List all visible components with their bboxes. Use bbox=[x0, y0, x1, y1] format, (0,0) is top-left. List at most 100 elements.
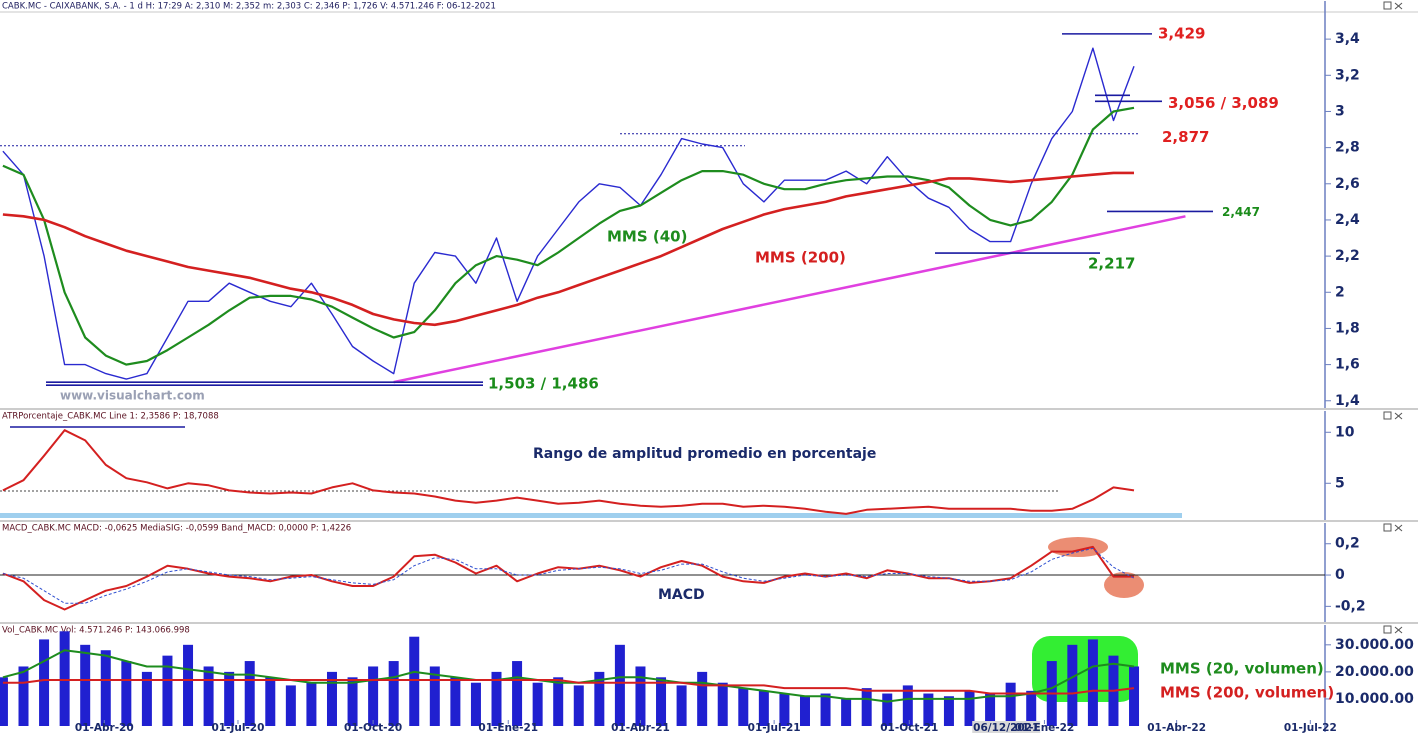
x-tick-label: 01-Jul-20 bbox=[212, 722, 265, 733]
level-label: 3,429 bbox=[1158, 24, 1205, 42]
x-tick-label: 01-Jul-21 bbox=[748, 722, 801, 733]
x-tick-label: 01-Oct-20 bbox=[344, 722, 402, 733]
y-tick-label: 5 bbox=[1335, 475, 1345, 491]
bar bbox=[429, 666, 440, 726]
bar bbox=[450, 677, 461, 726]
y-tick-label: -0,2 bbox=[1335, 598, 1366, 614]
level-label: 2,447 bbox=[1222, 205, 1260, 219]
level-label: 2,217 bbox=[1088, 255, 1135, 273]
bar bbox=[841, 698, 852, 726]
y-tick-label: 20.000.00 bbox=[1335, 664, 1414, 680]
bar bbox=[1129, 666, 1140, 726]
bar bbox=[18, 666, 29, 726]
panel-title: MACD_CABK.MC MACD: -0,0625 MediaSIG: -0,… bbox=[2, 524, 351, 534]
bar bbox=[943, 696, 954, 726]
series-line bbox=[2, 649, 1135, 703]
bar bbox=[758, 690, 769, 726]
bar bbox=[368, 666, 379, 726]
window-button bbox=[1394, 524, 1403, 532]
y-tick-label: 3,4 bbox=[1335, 31, 1360, 47]
bar bbox=[799, 696, 810, 726]
x-tick-label: 01-Abr-22 bbox=[1147, 722, 1206, 733]
annotation: www.visualchart.com bbox=[60, 389, 205, 403]
y-tick-label: 3 bbox=[1335, 103, 1345, 119]
bar bbox=[121, 661, 132, 726]
bar bbox=[183, 644, 194, 726]
y-tick-label: 0 bbox=[1335, 567, 1345, 583]
annotation: Rango de amplitud promedio en porcentaje bbox=[533, 446, 876, 462]
bar bbox=[656, 677, 667, 726]
bar bbox=[141, 671, 152, 726]
bar bbox=[512, 661, 523, 726]
series-label: MMS (200) bbox=[755, 249, 846, 267]
series-line bbox=[2, 171, 1134, 327]
bar bbox=[882, 693, 893, 726]
panel-title: CABK.MC - CAIXABANK, S.A. - 1 d H: 17:29… bbox=[2, 2, 496, 12]
bar bbox=[717, 682, 728, 726]
bar bbox=[697, 671, 708, 726]
y-tick-label: 2,4 bbox=[1335, 212, 1360, 228]
window-button bbox=[1394, 412, 1403, 420]
y-tick-label: 10 bbox=[1335, 424, 1355, 440]
bar bbox=[59, 631, 70, 726]
bar bbox=[265, 677, 276, 726]
bar bbox=[738, 688, 749, 726]
macd-highlight bbox=[1104, 572, 1144, 598]
x-tick-label: 01-Abr-20 bbox=[75, 722, 134, 733]
bar bbox=[1005, 682, 1016, 726]
panel-title: Vol_CABK.MC Vol: 4.571.246 P: 143.066.99… bbox=[2, 626, 190, 636]
bar bbox=[224, 671, 235, 726]
level-label: 2,877 bbox=[1162, 128, 1209, 146]
window-button bbox=[1394, 2, 1403, 10]
panel-title: ATRPorcentaje_CABK.MC Line 1: 2,3586 P: … bbox=[2, 412, 219, 422]
y-tick-label: 10.000.00 bbox=[1335, 691, 1414, 707]
window-button bbox=[1394, 626, 1403, 634]
y-tick-label: 1,8 bbox=[1335, 320, 1360, 336]
window-button bbox=[1383, 411, 1392, 420]
bar bbox=[347, 677, 358, 726]
trendline bbox=[393, 215, 1186, 384]
level-label: 1,503 / 1,486 bbox=[488, 375, 599, 393]
series-line bbox=[2, 547, 1135, 604]
bar bbox=[470, 682, 481, 726]
series-label: MMS (20, volumen) bbox=[1160, 660, 1324, 678]
series-line bbox=[2, 679, 1135, 695]
bar bbox=[491, 671, 502, 726]
bar bbox=[162, 655, 173, 726]
bar bbox=[985, 693, 996, 726]
series-line bbox=[2, 106, 1135, 366]
series-line bbox=[2, 47, 1135, 380]
x-tick-label: 01-Oct-21 bbox=[880, 722, 938, 733]
bar bbox=[285, 685, 296, 726]
bar bbox=[244, 661, 255, 726]
bar bbox=[532, 682, 543, 726]
bar bbox=[1026, 690, 1037, 726]
bar bbox=[388, 661, 399, 726]
y-tick-label: 3,2 bbox=[1335, 67, 1360, 83]
bar bbox=[923, 693, 934, 726]
bar bbox=[39, 639, 50, 726]
y-tick-label: 1,6 bbox=[1335, 357, 1360, 373]
bar bbox=[203, 666, 214, 726]
y-tick-label: 2,6 bbox=[1335, 176, 1360, 192]
bar bbox=[594, 671, 605, 726]
y-tick-label: 30.000.00 bbox=[1335, 637, 1414, 653]
bar bbox=[902, 685, 913, 726]
bar bbox=[1087, 639, 1098, 726]
window-button bbox=[1383, 523, 1392, 532]
x-tick-label: 01-Jul-22 bbox=[1284, 722, 1337, 733]
bar bbox=[0, 677, 8, 726]
cursor-label: 06/12/2021 bbox=[973, 722, 1039, 733]
series-label: MMS (200, volumen) bbox=[1160, 684, 1334, 702]
x-tick-label: 01-Ene-21 bbox=[478, 722, 538, 733]
bar bbox=[676, 685, 687, 726]
bar bbox=[100, 650, 111, 726]
bar bbox=[779, 693, 790, 726]
x-tick-label: 01-Ene-22 bbox=[1015, 722, 1075, 733]
window-button bbox=[1383, 625, 1392, 634]
bar bbox=[614, 644, 625, 726]
bar bbox=[1067, 644, 1078, 726]
